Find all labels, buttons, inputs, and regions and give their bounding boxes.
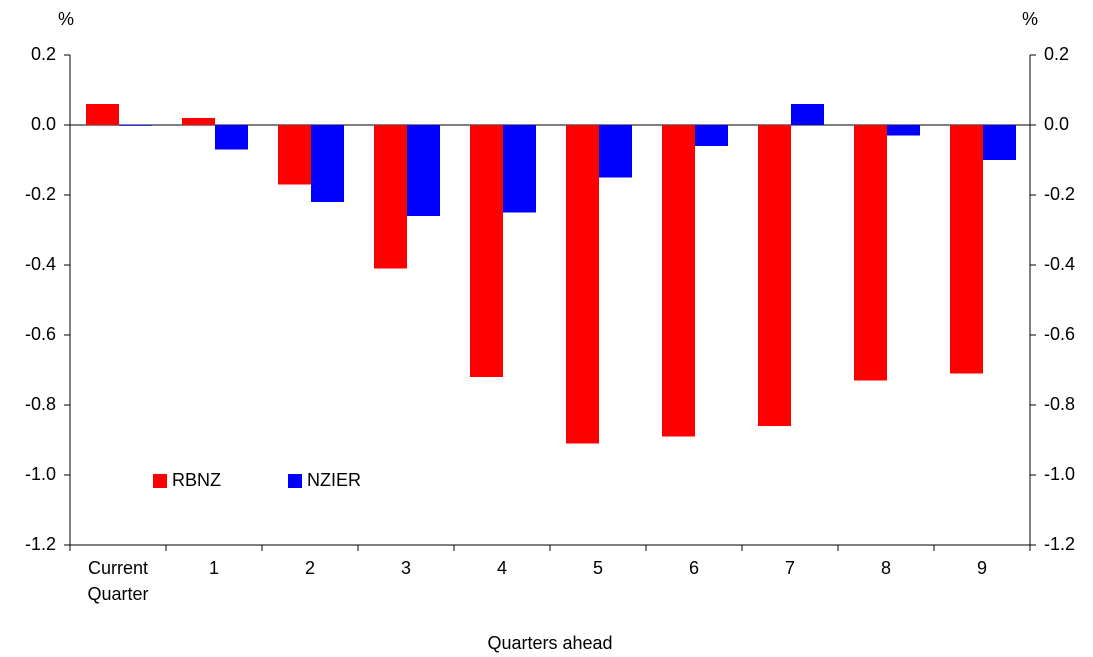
x-tick-label: 3 [400,558,411,578]
bar [503,125,536,213]
y2-tick-label: -0.2 [1044,184,1075,204]
bar [119,125,152,126]
x-tick-label-box: 4 [496,558,507,578]
x-tick-label: 7 [784,558,795,578]
x-tick-label-box: 8 [880,558,891,578]
bar [311,125,344,202]
bar [599,125,632,178]
bar [182,118,215,125]
x-tick-label: 6 [688,558,699,578]
y2-tick-label: -1.0 [1044,464,1075,484]
y2-tick-label: -0.6 [1044,324,1075,344]
bar [758,125,791,426]
bar [983,125,1016,160]
bar [662,125,695,437]
x-tick-label-box: Current Quarter [87,558,149,604]
y2-tick-label: 0.0 [1044,114,1069,134]
bar [854,125,887,381]
y-axis-label: % [58,9,74,29]
x-tick-label: 5 [592,558,603,578]
x-tick-label-box: 3 [400,558,411,578]
x-tick-label-box: 6 [688,558,699,578]
y2-tick-label: 0.2 [1044,44,1069,64]
y2-tick-label: -0.8 [1044,394,1075,414]
y2-tick-label: -0.4 [1044,254,1075,274]
y-tick-label: -0.6 [25,324,56,344]
bar [215,125,248,150]
x-tick-label: 9 [976,558,987,578]
legend-label: RBNZ [172,470,221,490]
bar [791,104,824,125]
bar [695,125,728,146]
bar [374,125,407,269]
x-tick-label-box: 1 [208,558,219,578]
x-tick-label: 2 [304,558,315,578]
bar [950,125,983,374]
bar [407,125,440,216]
x-tick-label-box: 7 [784,558,795,578]
bar [470,125,503,377]
y-tick-label: 0.2 [31,44,56,64]
x-tick-label: 1 [208,558,219,578]
y-tick-label: 0.0 [31,114,56,134]
legend-label: NZIER [307,470,361,490]
y-tick-label: -1.0 [25,464,56,484]
legend-swatch [288,474,302,488]
y2-tick-label: -1.2 [1044,534,1075,554]
x-tick-label-box: 9 [976,558,987,578]
x-tick-label: Current Quarter [87,558,149,604]
bar [278,125,311,185]
x-axis-label: Quarters ahead [487,633,612,653]
x-tick-label: 8 [880,558,891,578]
bar [566,125,599,444]
y-tick-label: -1.2 [25,534,56,554]
legend-swatch [153,474,167,488]
x-tick-label-box: 2 [304,558,315,578]
bar [86,104,119,125]
y-tick-label: -0.2 [25,184,56,204]
x-tick-label: 4 [496,558,507,578]
y-tick-label: -0.8 [25,394,56,414]
bar [887,125,920,136]
y-tick-label: -0.4 [25,254,56,274]
y2-axis-label: % [1022,9,1038,29]
x-tick-label-box: 5 [592,558,603,578]
